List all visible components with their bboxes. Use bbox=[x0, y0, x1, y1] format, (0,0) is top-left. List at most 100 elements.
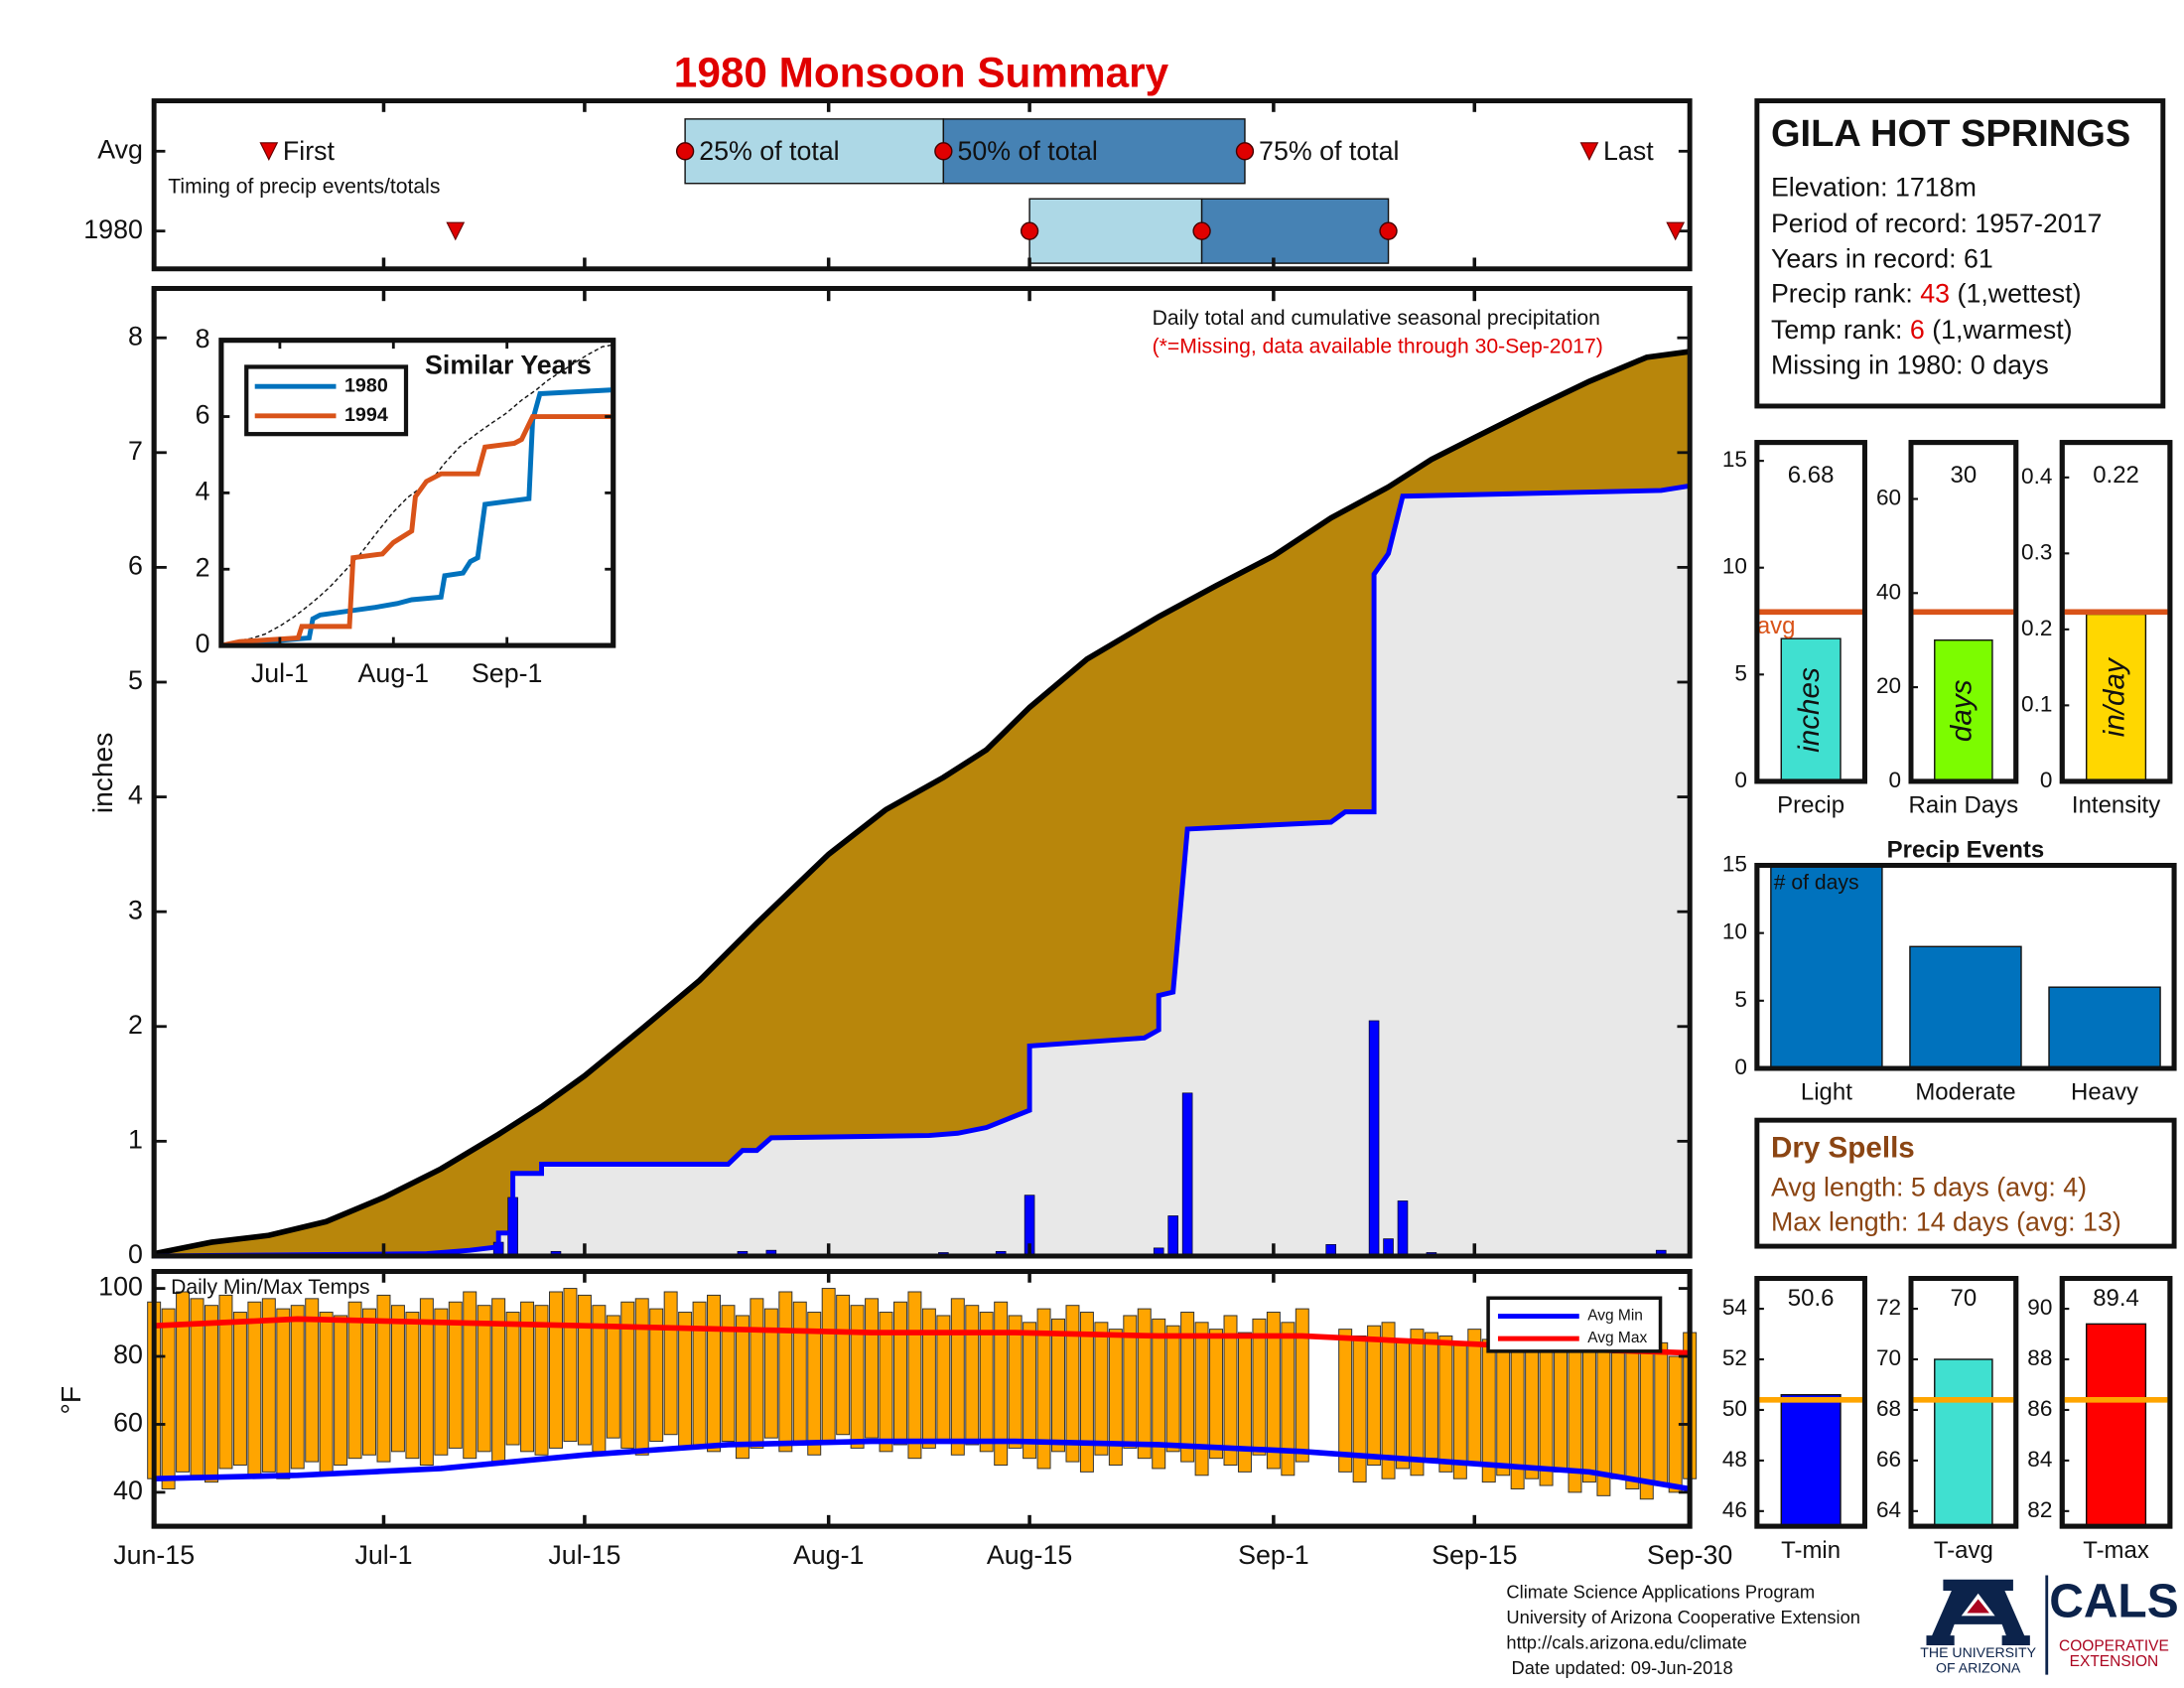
temp-range-bar bbox=[161, 1308, 176, 1489]
temp-range-bar bbox=[1108, 1329, 1123, 1467]
temp-range-bar bbox=[534, 1305, 549, 1456]
temp-range-bar bbox=[376, 1294, 391, 1463]
temp-range-bar bbox=[1639, 1348, 1654, 1500]
x-tick-label: Aug-1 bbox=[793, 1540, 864, 1570]
legend-label: 1994 bbox=[344, 404, 388, 426]
temp-range-bar bbox=[1180, 1312, 1195, 1463]
value-label: 50.6 bbox=[1788, 1285, 1835, 1312]
temp-range-bar bbox=[1094, 1322, 1109, 1456]
event-marker bbox=[259, 142, 279, 162]
y-tick-label: 2 bbox=[196, 552, 210, 582]
value-label: 0.22 bbox=[2093, 462, 2139, 489]
temp-range-bar bbox=[232, 1312, 247, 1467]
category-label: Precip bbox=[1777, 792, 1844, 819]
dry-spells-title: Dry Spells bbox=[1771, 1132, 1915, 1165]
temp-range-bar bbox=[218, 1294, 233, 1470]
value-label: 70 bbox=[1951, 1285, 1978, 1312]
marker-label: Last bbox=[1603, 136, 1654, 166]
temp-rank-label: Temp rank: bbox=[1771, 315, 1910, 345]
temp-range-bar bbox=[1539, 1332, 1554, 1486]
logo-cals: CALS bbox=[2049, 1576, 2179, 1628]
annotation: # of days bbox=[1774, 871, 1859, 894]
y-tick-label: 84 bbox=[2027, 1447, 2052, 1472]
category-label: T-avg bbox=[1934, 1537, 1993, 1564]
daily-bar bbox=[1368, 1020, 1380, 1257]
y-tick-label: 68 bbox=[1876, 1396, 1901, 1421]
y-tick-label: 8 bbox=[196, 324, 210, 353]
temp-range-bar bbox=[448, 1301, 463, 1449]
y-tick-label: 46 bbox=[1722, 1497, 1747, 1522]
box-first-half bbox=[1028, 198, 1203, 264]
temp-range-bar bbox=[692, 1301, 707, 1446]
precip-rank: Precip rank: 43 (1,wettest) bbox=[1771, 279, 2082, 309]
temp-range-bar bbox=[347, 1301, 362, 1460]
bar bbox=[1780, 637, 1842, 782]
temp-range-bar bbox=[1625, 1335, 1640, 1489]
y-tick-label: 60 bbox=[1876, 485, 1901, 509]
y-tick-label: 5 bbox=[1734, 660, 1747, 685]
average-line bbox=[154, 1316, 1691, 1356]
temp-range-bar bbox=[247, 1301, 262, 1477]
temp-range-bar bbox=[965, 1305, 980, 1446]
y-tick-label: 52 bbox=[1722, 1345, 1747, 1370]
subtitle: Daily total and cumulative seasonal prec… bbox=[1153, 307, 1600, 330]
y-tick-label: 0 bbox=[1734, 1055, 1747, 1079]
temp-range-bar bbox=[735, 1315, 750, 1460]
box-second-half bbox=[1200, 198, 1390, 264]
y-tick-label: 5 bbox=[1734, 987, 1747, 1012]
bar bbox=[1770, 864, 1883, 1069]
y-tick-label: 60 bbox=[113, 1408, 143, 1438]
plot-frame bbox=[1754, 1276, 1867, 1529]
y-tick-label: 66 bbox=[1876, 1447, 1901, 1472]
temp-range-bar bbox=[520, 1301, 535, 1453]
temp-range-bar bbox=[763, 1308, 778, 1439]
logo-text: THE UNIVERSITY bbox=[1920, 1644, 2036, 1660]
station-name: GILA HOT SPRINGS bbox=[1771, 113, 2130, 155]
marker-label: 50% of total bbox=[957, 136, 1097, 166]
y-tick-label: 2 bbox=[128, 1010, 143, 1040]
bar-label: in/day bbox=[2098, 656, 2130, 737]
x-tick-label: Sep-1 bbox=[1238, 1540, 1308, 1570]
temp-range-bar bbox=[1023, 1322, 1037, 1460]
y-tick-label: 5 bbox=[128, 665, 143, 695]
row-label: 1980 bbox=[83, 214, 143, 244]
temp-range-bar bbox=[778, 1291, 793, 1453]
event-marker bbox=[1666, 221, 1686, 241]
temp-range-bar bbox=[1481, 1338, 1496, 1483]
category-label: Rain Days bbox=[1909, 792, 2019, 819]
event-marker bbox=[1579, 142, 1599, 162]
category-label: T-min bbox=[1781, 1537, 1841, 1564]
y-tick-label: 6 bbox=[196, 400, 210, 430]
cumulative-line bbox=[154, 483, 1691, 1259]
temp-rank: Temp rank: 6 (1,warmest) bbox=[1771, 315, 2073, 345]
total-marker bbox=[1235, 142, 1255, 161]
category-label: Intensity bbox=[2072, 792, 2160, 819]
precip-rank-value: 43 bbox=[1920, 279, 1950, 309]
y-tick-label: 0 bbox=[2040, 768, 2053, 792]
average-line bbox=[154, 1438, 1691, 1492]
x-tick-label: Jul-1 bbox=[251, 658, 309, 688]
value-label: 30 bbox=[1951, 462, 1978, 489]
marker-label: 75% of total bbox=[1259, 136, 1399, 166]
y-tick-label: 82 bbox=[2027, 1497, 2052, 1522]
total-marker bbox=[934, 142, 953, 161]
temp-range-bar bbox=[1467, 1329, 1482, 1467]
temp-range-bar bbox=[836, 1294, 851, 1436]
row-label: Avg bbox=[97, 134, 143, 164]
temp-range-bar bbox=[1396, 1338, 1410, 1470]
temp-range-bar bbox=[879, 1312, 893, 1453]
daily-bar bbox=[1181, 1092, 1193, 1257]
temp-range-bar bbox=[1137, 1308, 1152, 1460]
y-tick-label: 20 bbox=[1876, 673, 1901, 698]
station-elevation: Elevation: 1718m bbox=[1771, 172, 1977, 202]
plot-frame bbox=[1754, 863, 2177, 1071]
temp-range-bar bbox=[405, 1312, 420, 1460]
temp-range-bar bbox=[1654, 1341, 1669, 1486]
y-tick-label: 64 bbox=[1876, 1497, 1901, 1522]
temp-range-bar bbox=[707, 1294, 722, 1453]
logo-text: COOPERATIVE bbox=[2059, 1637, 2169, 1654]
y-tick-label: 0.2 bbox=[2021, 616, 2052, 640]
y-tick-label: 0.4 bbox=[2021, 464, 2052, 489]
precip-rank-label: Precip rank: bbox=[1771, 279, 1920, 309]
